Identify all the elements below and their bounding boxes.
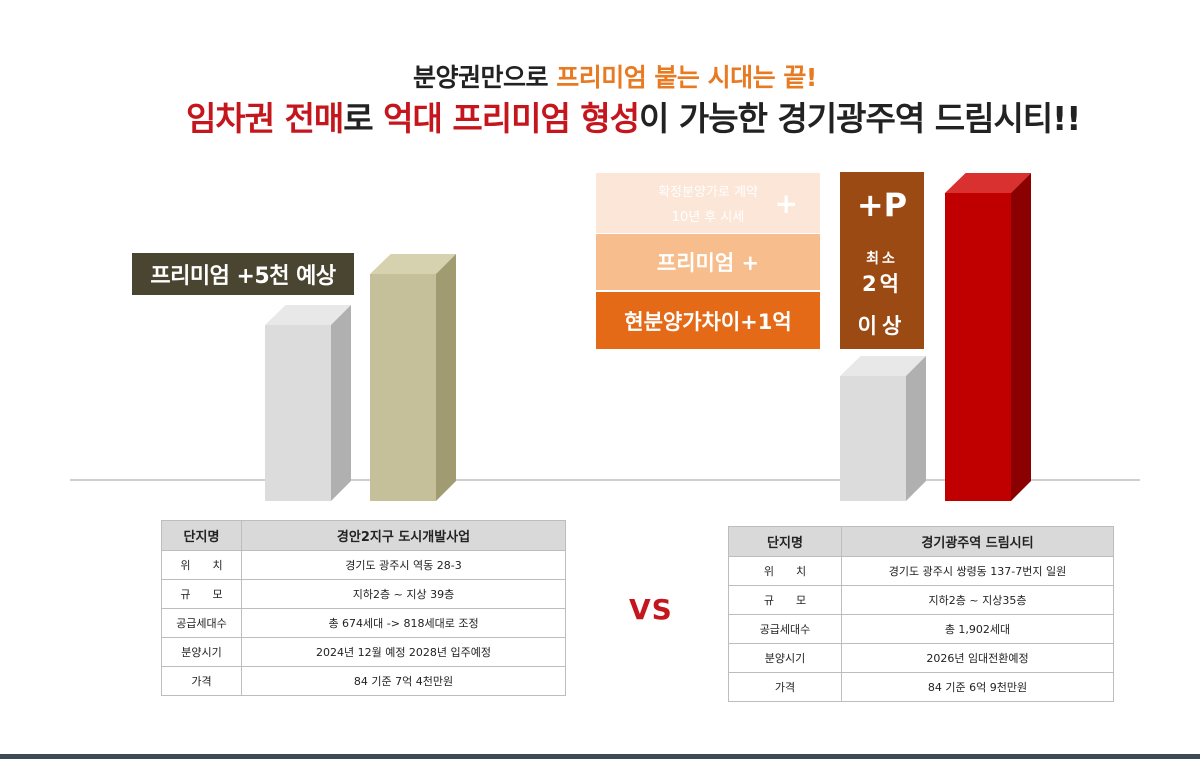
table-row: 공급세대수 총 674세대 -> 818세대로 조정 (161, 608, 566, 638)
contract-price-line1: 확정분양가로 계약 (658, 185, 758, 200)
table-value-cell: 84 기준 6억 9천만원 (841, 672, 1114, 702)
plus-p-line2: 2억 (862, 272, 902, 296)
table-key-cell: 규 모 (161, 579, 242, 609)
contract-price-line2: 10년 후 시세 (671, 210, 745, 225)
table-value-cell: 지하2층 ~ 지상35층 (841, 585, 1114, 615)
table-key-cell: 가격 (728, 672, 842, 702)
table-key-cell: 분양시기 (728, 643, 842, 673)
headline-line2-a: 임차권 전매 (186, 99, 344, 138)
premium-box: 프리미엄 + (596, 234, 820, 290)
table-header-row: 단지명 경기광주역 드림시티 (728, 526, 1114, 557)
premium-estimate-tag: 프리미엄 +5천 예상 (132, 253, 354, 295)
table-value-cell: 경기도 광주시 역동 28-3 (241, 550, 566, 580)
table-value-cell: 경기도 광주시 쌍령동 137-7번지 일원 (841, 556, 1114, 586)
table-value-cell: 2024년 12월 예정 2028년 입주예정 (241, 637, 566, 667)
headline-line2-d: 이 가능한 경기광주역 드림시티!! (639, 99, 1081, 138)
table-header-cell: 단지명 (161, 520, 242, 551)
table-value-cell: 2026년 임대전환예정 (841, 643, 1114, 673)
table-value-cell: 총 674세대 -> 818세대로 조정 (241, 608, 566, 638)
plus-p-title: +P (856, 186, 908, 224)
table-row: 위 치 경기도 광주시 쌍령동 137-7번지 일원 (728, 556, 1114, 586)
table-header-cell: 경안2지구 도시개발사업 (241, 520, 566, 551)
table-key-cell: 가격 (161, 666, 242, 696)
table-key-cell: 분양시기 (161, 637, 242, 667)
table-row: 위 치 경기도 광주시 역동 28-3 (161, 550, 566, 580)
headline-line1-plain: 분양권만으로 (413, 63, 557, 92)
table-row: 공급세대수 총 1,902세대 (728, 614, 1114, 644)
table-row: 분양시기 2024년 12월 예정 2028년 입주예정 (161, 637, 566, 667)
table-row: 가격 84 기준 7억 4천만원 (161, 666, 566, 696)
table-row: 규 모 지하2층 ~ 지상 39층 (161, 579, 566, 609)
bottom-rule (0, 754, 1200, 759)
table-value-cell: 지하2층 ~ 지상 39층 (241, 579, 566, 609)
table-key-cell: 공급세대수 (161, 608, 242, 638)
table-key-cell: 위 치 (728, 556, 842, 586)
right-bar-grey (840, 356, 926, 501)
plus-icon: + (774, 187, 798, 220)
table-header-cell: 단지명 (728, 526, 842, 557)
left-bar-khaki (370, 254, 456, 501)
right-info-table: 단지명 경기광주역 드림시티 위 치 경기도 광주시 쌍령동 137-7번지 일… (728, 526, 1114, 702)
table-key-cell: 위 치 (161, 550, 242, 580)
headline-line1-accent: 프리미엄 붙는 시대는 끝! (556, 63, 817, 92)
left-info-table: 단지명 경안2지구 도시개발사업 위 치 경기도 광주시 역동 28-3 규 모… (161, 520, 566, 696)
baseline-rule (70, 479, 1140, 481)
left-bar-grey (265, 305, 351, 501)
table-header-cell: 경기광주역 드림시티 (841, 526, 1114, 557)
vs-label: VS (629, 593, 673, 626)
plus-p-line1: 최소 (866, 251, 898, 267)
table-value-cell: 총 1,902세대 (841, 614, 1114, 644)
table-key-cell: 공급세대수 (728, 614, 842, 644)
table-value-cell: 84 기준 7억 4천만원 (241, 666, 566, 696)
table-row: 가격 84 기준 6억 9천만원 (728, 672, 1114, 702)
right-bar-red (945, 173, 1031, 501)
headline-line2: 임차권 전매로 억대 프리미엄 형성이 가능한 경기광주역 드림시티!! (186, 92, 1081, 140)
price-difference-box: 현분양가차이+1억 (596, 292, 820, 349)
table-row: 분양시기 2026년 임대전환예정 (728, 643, 1114, 673)
table-key-cell: 규 모 (728, 585, 842, 615)
headline-line2-c: 억대 프리미엄 형성 (383, 99, 640, 138)
plus-p-line3: 이상 (857, 314, 907, 338)
table-row: 규 모 지하2층 ~ 지상35층 (728, 585, 1114, 615)
headline-line2-b: 로 (343, 99, 384, 138)
plus-p-box: +P 최소 2억 이상 (840, 172, 924, 349)
contract-price-box: 확정분양가로 계약 10년 후 시세 + (596, 173, 820, 233)
table-header-row: 단지명 경안2지구 도시개발사업 (161, 520, 566, 551)
headline-line1: 분양권만으로 프리미엄 붙는 시대는 끝! (413, 58, 817, 94)
